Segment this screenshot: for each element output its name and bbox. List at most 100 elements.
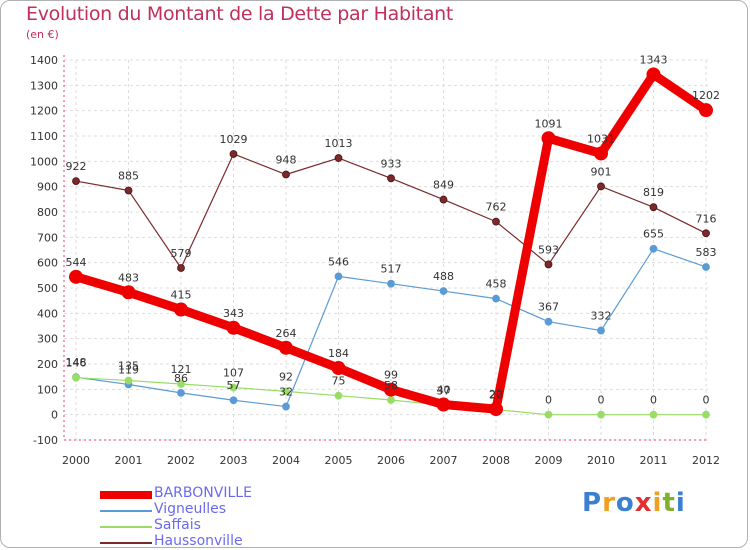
- y-tick-label: 1100: [30, 130, 58, 143]
- data-label-vigneulles: 517: [381, 263, 402, 276]
- data-point-haussonville: [334, 154, 343, 162]
- logo-letter: o: [615, 488, 635, 518]
- data-label-haussonville: 1029: [220, 133, 248, 146]
- data-label-barbonville: 544: [66, 256, 87, 269]
- data-label-barbonville: 184: [328, 347, 349, 360]
- data-label-vigneulles: 655: [643, 228, 664, 241]
- data-label-vigneulles: 488: [433, 270, 454, 283]
- legend-swatch-saffais: [100, 526, 152, 528]
- data-point-haussonville: [439, 195, 448, 204]
- x-tick-label: 2002: [167, 454, 195, 467]
- data-label-saffais: 107: [223, 367, 244, 380]
- data-point-saffais: [229, 383, 238, 392]
- data-point-vigneulles: [702, 263, 710, 271]
- x-tick-label: 2005: [325, 454, 353, 467]
- data-label-barbonville: 483: [118, 271, 139, 284]
- logo-letter: i: [652, 488, 663, 518]
- x-tick-label: 2008: [482, 454, 510, 467]
- data-point-haussonville: [124, 186, 133, 195]
- data-point-saffais: [597, 410, 605, 419]
- y-tick-label: 1300: [30, 79, 58, 92]
- data-label-saffais: 0: [650, 394, 657, 407]
- data-label-barbonville: 1091: [535, 117, 563, 130]
- data-label-haussonville: 849: [433, 179, 454, 192]
- data-point-barbonville: [279, 340, 293, 355]
- data-label-saffais: 0: [703, 394, 710, 407]
- legend-swatch-vigneulles: [100, 510, 152, 512]
- y-tick-label: 400: [37, 307, 58, 320]
- y-tick-label: 1400: [30, 54, 58, 67]
- y-tick-label: 100: [37, 383, 58, 396]
- y-tick-label: 1200: [30, 105, 58, 118]
- data-point-barbonville: [331, 361, 346, 376]
- x-tick-label: 2006: [377, 454, 405, 467]
- data-point-haussonville: [72, 177, 80, 185]
- data-point-barbonville: [384, 382, 398, 397]
- proxiti-logo: Proxiti: [582, 488, 686, 518]
- data-label-saffais: 92: [279, 370, 293, 383]
- data-point-barbonville: [174, 302, 188, 317]
- data-point-haussonville: [387, 174, 395, 183]
- data-label-vigneulles: 57: [227, 379, 241, 392]
- data-label-vigneulles: 332: [591, 310, 612, 323]
- data-point-haussonville: [702, 229, 710, 238]
- data-point-haussonville: [597, 182, 605, 191]
- data-point-haussonville: [544, 260, 553, 269]
- data-point-barbonville: [489, 402, 503, 417]
- logo-letter: i: [675, 488, 686, 518]
- data-point-barbonville: [646, 67, 661, 82]
- data-label-haussonville: 762: [486, 201, 507, 214]
- data-point-barbonville: [121, 285, 136, 300]
- data-point-haussonville: [229, 150, 238, 158]
- data-label-vigneulles: 367: [538, 301, 559, 314]
- data-label-saffais: 0: [598, 394, 605, 407]
- data-label-haussonville: 1013: [325, 137, 353, 150]
- y-tick-label: 500: [37, 282, 58, 295]
- x-tick-label: 2003: [220, 454, 248, 467]
- y-tick-label: -100: [33, 434, 58, 447]
- data-point-barbonville: [699, 103, 713, 118]
- data-point-saffais: [387, 396, 395, 404]
- data-point-haussonville: [649, 203, 658, 212]
- data-label-vigneulles: 583: [696, 246, 717, 259]
- data-label-barbonville: 1343: [640, 53, 668, 66]
- data-label-vigneulles: 32: [279, 386, 293, 399]
- data-point-vigneulles: [439, 287, 448, 295]
- data-label-barbonville: 264: [276, 327, 297, 340]
- data-label-haussonville: 933: [381, 157, 402, 170]
- y-tick-label: 700: [37, 231, 58, 244]
- legend-label-vigneulles: Vigneulles: [154, 501, 227, 517]
- data-point-saffais: [649, 410, 658, 419]
- data-label-barbonville: 22: [489, 388, 503, 401]
- data-label-haussonville: 579: [171, 247, 192, 260]
- y-tick-label: 1000: [30, 155, 58, 168]
- chart-title: Evolution du Montant de la Dette par Hab…: [26, 3, 454, 25]
- data-point-saffais: [702, 410, 710, 419]
- x-tick-label: 2000: [62, 454, 90, 467]
- x-tick-label: 2007: [430, 454, 458, 467]
- y-tick-label: 900: [37, 181, 58, 194]
- data-label-saffais: 37: [437, 384, 451, 397]
- data-label-saffais: 121: [171, 363, 192, 376]
- data-point-vigneulles: [649, 244, 658, 253]
- legend-label-barbonville: BARBONVILLE: [154, 485, 252, 501]
- data-point-saffais: [544, 410, 553, 419]
- data-point-barbonville: [541, 131, 556, 146]
- y-tick-label: 200: [37, 358, 58, 371]
- data-point-vigneulles: [544, 317, 553, 326]
- data-label-saffais: 146: [66, 357, 87, 370]
- data-point-saffais: [72, 373, 80, 382]
- x-tick-label: 2010: [587, 454, 615, 467]
- x-tick-label: 2012: [692, 454, 720, 467]
- data-point-barbonville: [69, 269, 83, 284]
- data-label-haussonville: 922: [66, 160, 87, 173]
- y-tick-label: 0: [51, 409, 58, 422]
- data-point-vigneulles: [492, 294, 500, 303]
- data-point-saffais: [124, 376, 133, 385]
- data-point-haussonville: [282, 170, 290, 179]
- data-label-haussonville: 948: [276, 154, 297, 167]
- y-tick-label: 300: [37, 333, 58, 346]
- x-tick-label: 2011: [640, 454, 668, 467]
